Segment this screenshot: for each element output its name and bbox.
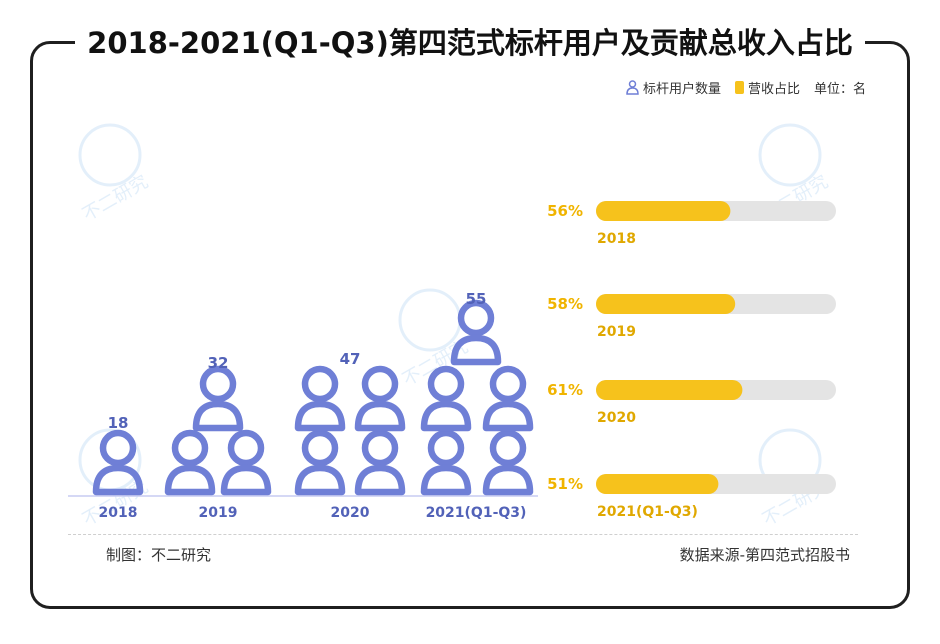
- person-icon: [294, 365, 346, 432]
- revenue-pct-label: 56%: [547, 202, 583, 220]
- revenue-bar: [596, 380, 743, 400]
- person-icon: [420, 429, 472, 496]
- person-icon: [420, 365, 472, 432]
- revenue-year-label: 2019: [597, 324, 636, 340]
- person-icon: [354, 365, 406, 432]
- unit-label: 单位：名: [813, 82, 866, 97]
- person-icon: [482, 429, 534, 496]
- user-count-label: 32: [208, 354, 229, 372]
- pictogram-year-label: 2020: [331, 505, 370, 521]
- legend: 标杆用户数量 营收占比 单位：名: [626, 78, 866, 97]
- revenue-year-label: 2021(Q1-Q3): [597, 504, 698, 520]
- footer-divider: [68, 534, 858, 535]
- revenue-bar: [596, 294, 736, 314]
- person-icon: [354, 429, 406, 496]
- legend-revenue-label: 营收占比: [747, 82, 800, 97]
- user-count-label: 47: [340, 350, 361, 368]
- pictogram-year-label: 2019: [199, 505, 238, 521]
- footer-made-by: 制图：不二研究: [106, 546, 212, 564]
- watermark-text: 不二研究: [79, 171, 152, 225]
- revenue-bar: [596, 201, 731, 221]
- revenue-year-label: 2018: [597, 231, 636, 247]
- person-icon: [92, 429, 144, 496]
- person-icon: [220, 429, 272, 496]
- person-icon: [192, 365, 244, 432]
- revenue-bar: [596, 474, 719, 494]
- revenue-pct-label: 61%: [547, 381, 583, 399]
- pictogram-year-label: 2018: [99, 505, 138, 521]
- legend-users-label: 标杆用户数量: [642, 82, 721, 97]
- person-icon: [294, 429, 346, 496]
- legend-users: 标杆用户数量: [626, 78, 721, 97]
- person-icon: [450, 299, 502, 366]
- revenue-year-label: 2020: [597, 410, 636, 426]
- chart-title: 2018-2021(Q1-Q3)第四范式标杆用户及贡献总收入占比: [0, 20, 940, 62]
- revenue-pct-label: 58%: [547, 295, 583, 313]
- revenue-pct-label: 51%: [547, 475, 583, 493]
- legend-revenue: 营收占比: [734, 78, 800, 97]
- pictogram-year-label: 2021(Q1-Q3): [426, 505, 527, 521]
- person-icon: [482, 365, 534, 432]
- person-icon: [164, 429, 216, 496]
- user-count-label: 55: [466, 290, 487, 308]
- person-icon: [626, 80, 639, 95]
- footer-source: 数据来源-第四范式招股书: [679, 546, 850, 564]
- user-count-label: 18: [108, 414, 129, 432]
- bar-swatch-icon: [734, 81, 744, 94]
- watermark: 不二研究: [78, 123, 152, 226]
